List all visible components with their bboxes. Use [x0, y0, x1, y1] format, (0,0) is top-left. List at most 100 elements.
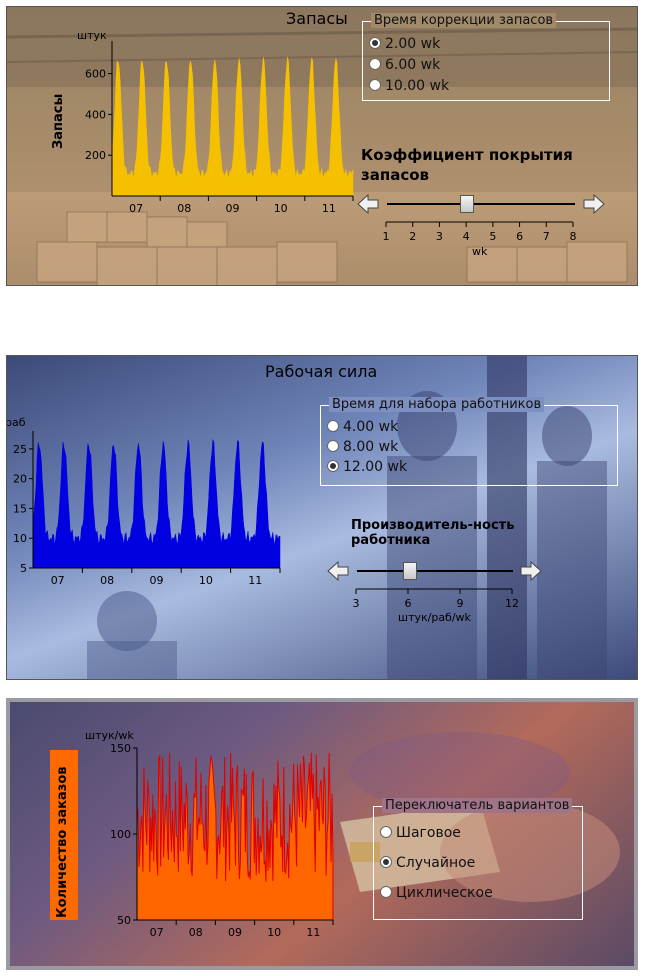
correction-time-group: Время коррекции запасов 2.00 wk 6.00 wk …: [362, 13, 610, 101]
x-tick-label: 07: [51, 574, 65, 587]
inventory-chart: 200 400 600 07 08 09 10 11: [85, 41, 354, 215]
hire-time-group: Время для набора работников 4.00 wk 8.00…: [320, 397, 618, 486]
series-area: [111, 56, 354, 197]
option-label: Циклическое: [396, 885, 493, 901]
coverage-unit-label: wk: [472, 245, 488, 258]
coverage-tick-label: 3: [436, 230, 443, 243]
radio-selected-icon[interactable]: [369, 37, 381, 49]
card-payment-background: [340, 732, 620, 902]
productivity-slider-thumb[interactable]: [403, 562, 417, 580]
x-tick-label: 09: [228, 926, 242, 939]
coverage-slider-thumb[interactable]: [460, 195, 474, 213]
option-label: 6.00 wk: [385, 57, 441, 73]
hire-option-4wk[interactable]: 4.00 wk: [327, 419, 398, 435]
variant-switch-group: Переключатель вариантов Шаговое Случайно…: [373, 798, 583, 920]
correction-option-10wk[interactable]: 10.00 wk: [369, 78, 449, 94]
variant-option-cyclic[interactable]: Циклическое: [380, 885, 493, 901]
y-tick-label: 400: [85, 108, 106, 121]
radio-selected-icon[interactable]: [327, 460, 339, 472]
hire-time-legend: Время для набора работников: [329, 397, 545, 412]
arrow-right-icon[interactable]: [520, 561, 542, 581]
variant-switch-legend: Переключатель вариантов: [382, 798, 573, 813]
productivity-tick-label: 6: [405, 597, 412, 610]
inventory-unit-label: штук: [77, 29, 107, 42]
productivity-tick-label: 9: [457, 597, 464, 610]
correction-time-legend: Время коррекции запасов: [371, 13, 557, 28]
workforce-unit-label: раб: [6, 416, 26, 429]
y-tick-label: 200: [85, 149, 106, 162]
inventory-panel: Запасы штук Запасы 200 400 600 07 08 09 10 11 В…: [6, 6, 638, 286]
y-tick-label: 5: [20, 562, 27, 575]
option-label: 4.00 wk: [343, 419, 399, 435]
coverage-tick-label: 1: [383, 230, 390, 243]
coverage-slider-scale: 1 2 3 4 5 6 7 8: [383, 221, 577, 243]
inventory-title: Запасы: [286, 9, 348, 28]
radio-selected-icon[interactable]: [380, 856, 392, 868]
x-tick-label: 09: [150, 574, 164, 587]
y-tick-label: 50: [117, 914, 131, 927]
hire-option-12wk[interactable]: 12.00 wk: [327, 459, 407, 475]
productivity-tick-label: 3: [353, 597, 360, 610]
productivity-slider-track[interactable]: [357, 570, 513, 572]
series-area: [136, 752, 334, 921]
variant-option-random[interactable]: Случайное: [380, 855, 475, 871]
radio-icon[interactable]: [380, 826, 392, 838]
x-tick-label: 08: [189, 926, 203, 939]
orders-y-axis-badge: [50, 750, 78, 920]
arrow-left-icon[interactable]: [327, 561, 349, 581]
arrow-left-icon[interactable]: [357, 194, 379, 214]
option-label: 2.00 wk: [385, 36, 441, 52]
option-label: 8.00 wk: [343, 439, 399, 455]
hire-option-8wk[interactable]: 8.00 wk: [327, 439, 398, 455]
coverage-slider-label: Коэффициент покрытия запасов: [361, 146, 573, 184]
y-tick-label: 600: [85, 68, 106, 81]
x-tick-label: 09: [226, 202, 240, 215]
y-tick-label: 20: [13, 473, 27, 486]
coverage-tick-label: 6: [516, 230, 523, 243]
orders-chart: 50 100 150 07 08 09 10 11: [110, 742, 334, 939]
coverage-tick-label: 2: [409, 230, 416, 243]
x-tick-label: 10: [267, 926, 281, 939]
y-tick-label: 25: [13, 443, 27, 456]
series-area: [32, 439, 281, 569]
arrow-right-icon[interactable]: [583, 194, 605, 214]
workforce-chart: 5 10 15 20 25 07 08 09 10 11: [13, 431, 281, 587]
option-label: 10.00 wk: [385, 78, 450, 94]
productivity-slider-label: Производитель-ность работника: [351, 518, 515, 548]
x-tick-label: 08: [177, 202, 191, 215]
variant-option-step[interactable]: Шаговое: [380, 825, 461, 841]
correction-option-2wk[interactable]: 2.00 wk: [369, 36, 440, 52]
workers-background: [87, 356, 607, 679]
radio-icon[interactable]: [380, 886, 392, 898]
x-tick-label: 07: [150, 926, 164, 939]
option-label: 12.00 wk: [343, 459, 408, 475]
x-tick-label: 11: [306, 926, 320, 939]
orders-unit-label: штук/wk: [85, 729, 134, 742]
x-tick-label: 11: [248, 574, 262, 587]
radio-icon[interactable]: [369, 58, 381, 70]
y-tick-label: 15: [13, 502, 27, 515]
y-tick-label: 150: [110, 742, 131, 755]
correction-option-6wk[interactable]: 6.00 wk: [369, 57, 440, 73]
productivity-slider-scale: 3 6 9 12: [353, 588, 519, 610]
coverage-tick-label: 4: [463, 230, 470, 243]
option-label: Шаговое: [396, 825, 461, 841]
coverage-slider-track[interactable]: [387, 203, 575, 205]
workforce-panel: Рабочая сила раб 5 10 15 20 25 07 08 09 10 11 Вре…: [6, 355, 638, 680]
orders-panel: штук/wk Количество заказов 50 100 150 07 08 0…: [6, 698, 638, 970]
coverage-tick-label: 5: [489, 230, 496, 243]
x-tick-label: 08: [100, 574, 114, 587]
option-label: Случайное: [396, 855, 476, 871]
x-tick-label: 11: [322, 202, 336, 215]
radio-icon[interactable]: [327, 420, 339, 432]
productivity-tick-label: 12: [505, 597, 519, 610]
x-tick-label: 10: [199, 574, 213, 587]
radio-icon[interactable]: [327, 440, 339, 452]
coverage-tick-label: 7: [543, 230, 550, 243]
radio-icon[interactable]: [369, 79, 381, 91]
productivity-unit-label: штук/раб/wk: [398, 611, 471, 624]
workforce-title: Рабочая сила: [265, 362, 378, 381]
y-tick-label: 10: [13, 532, 27, 545]
coverage-tick-label: 8: [570, 230, 577, 243]
y-tick-label: 100: [110, 828, 131, 841]
